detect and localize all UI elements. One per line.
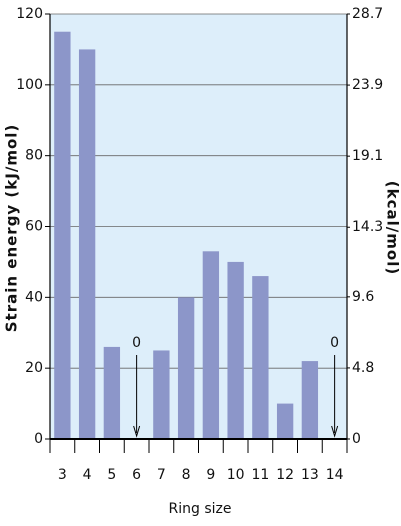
x-tick-label: 7 [157, 467, 166, 483]
x-tick-label: 4 [83, 467, 92, 483]
x-tick-label: 10 [227, 467, 245, 483]
y2-axis-title: (kcal/mol) [384, 181, 401, 275]
x-tick-label: 6 [132, 467, 141, 483]
bar [252, 276, 269, 439]
y2-tick-label: 23.9 [352, 77, 383, 93]
y-tick-label: 80 [25, 148, 43, 164]
x-tick-label: 14 [326, 467, 344, 483]
bar [54, 31, 71, 439]
y2-tick-label: 28.7 [352, 6, 383, 22]
y2-tick-label: 0 [352, 431, 361, 447]
x-tick-label: 12 [276, 467, 294, 483]
bar [103, 346, 121, 439]
bar [78, 49, 96, 440]
bar [177, 297, 195, 439]
y2-tick-label: 4.8 [352, 360, 374, 376]
x-tick-label: 11 [251, 467, 269, 483]
y2-tick-label: 14.3 [352, 219, 383, 235]
bar [202, 251, 220, 439]
x-axis-title: Ring size [169, 501, 232, 517]
x-tick-label: 3 [58, 467, 67, 483]
annotation: 0 [330, 335, 339, 351]
annotation-arrowhead [331, 425, 339, 438]
x-tick-label: 5 [107, 467, 116, 483]
x-tick-label: 13 [301, 467, 319, 483]
y2-tick-label: 19.1 [352, 148, 383, 164]
y-tick-label: 120 [16, 6, 43, 22]
y-tick-label: 40 [25, 289, 43, 305]
y-tick-label: 60 [25, 219, 43, 235]
y-tick-label: 100 [16, 77, 43, 93]
x-tick-label: 9 [206, 467, 215, 483]
bar [276, 403, 294, 439]
x-tick-label: 8 [182, 467, 191, 483]
bar [153, 350, 170, 439]
y-tick-label: 20 [25, 360, 43, 376]
bar [227, 261, 244, 439]
y-tick-label: 0 [34, 431, 43, 447]
y-axis-title: Strain energy (kJ/mol) [3, 124, 21, 333]
annotation: 0 [132, 335, 141, 351]
y2-tick-label: 9.6 [352, 289, 374, 305]
annotation-arrowhead [133, 425, 141, 438]
bar [301, 361, 319, 439]
